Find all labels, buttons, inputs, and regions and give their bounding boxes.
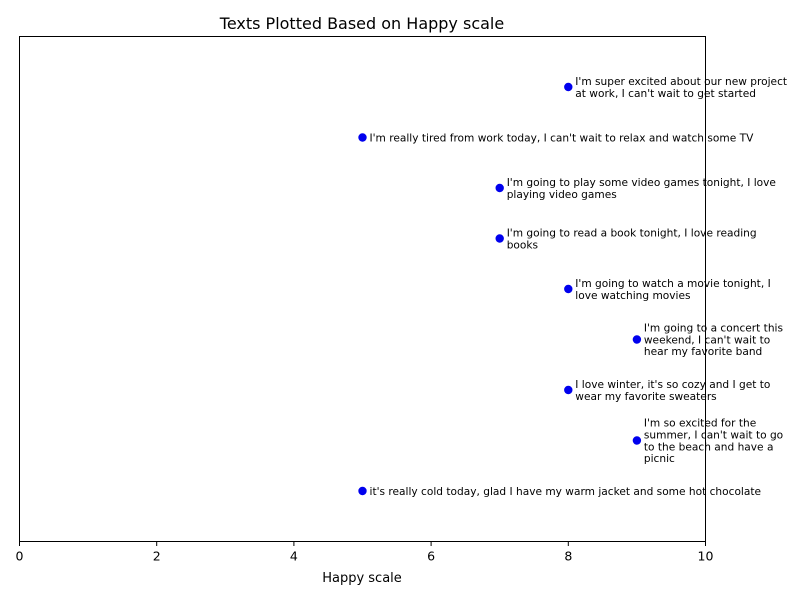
data-points: I'm super excited about our new project a…	[358, 76, 787, 498]
data-point	[564, 385, 573, 395]
annotation-line: I love winter, it's so cozy and I get to	[575, 379, 770, 391]
data-point	[564, 82, 573, 92]
annotation-line: picnic	[644, 453, 675, 465]
data-point	[495, 234, 504, 243]
x-tick-label: 8	[564, 549, 572, 564]
x-axis-label: Happy scale	[322, 571, 402, 586]
annotation-line: I'm going to watch a movie tonight, I	[575, 278, 770, 290]
point-annotation: I'm going to a concert this weekend, I ca…	[644, 322, 783, 358]
annotation-line: playing video games	[507, 189, 617, 201]
point-annotation: I'm going to read a book tonight, I love…	[507, 227, 757, 251]
x-tick-label: 6	[427, 549, 435, 564]
point-annotation: I'm so excited for the summer, I can't wa…	[644, 417, 783, 465]
data-point	[358, 133, 367, 142]
annotation-line: I'm so excited for the	[644, 417, 756, 429]
annotation-line: summer, I can't wait to go	[644, 429, 783, 441]
annotation-line: hear my favorite band	[644, 346, 762, 358]
annotation-line: I'm going to play some video games tonig…	[507, 177, 776, 189]
x-axis: 0 2 4 6 8 10	[16, 541, 714, 564]
point-annotation: I'm really tired from work today, I can'…	[370, 132, 755, 144]
annotation-line: it's really cold today, glad I have my w…	[370, 486, 762, 498]
point-annotation: I'm going to play some video games tonig…	[507, 177, 776, 201]
data-point	[632, 436, 642, 445]
data-point	[564, 284, 573, 294]
annotation-line: I'm going to a concert this	[644, 322, 783, 334]
x-tick-label: 0	[16, 549, 24, 564]
annotation-line: books	[507, 239, 538, 251]
annotation-line: at work, I can't wait to get started	[575, 88, 756, 100]
annotation-line: love watching movies	[575, 290, 690, 302]
annotation-line: wear my favorite sweaters	[575, 391, 716, 403]
data-point	[495, 183, 504, 193]
x-tick-label: 2	[153, 549, 161, 564]
data-point	[632, 335, 642, 344]
annotation-line: I'm really tired from work today, I can'…	[370, 132, 755, 144]
point-annotation: I love winter, it's so cozy and I get to…	[575, 379, 770, 403]
data-point	[358, 486, 367, 496]
annotation-line: I'm going to read a book tonight, I love…	[507, 227, 757, 239]
x-tick-label: 10	[698, 549, 714, 564]
x-tick-label: 4	[290, 549, 298, 564]
point-annotation: it's really cold today, glad I have my w…	[370, 486, 762, 498]
chart-title: Texts Plotted Based on Happy scale	[219, 14, 504, 33]
annotation-line: to the beach and have a	[644, 441, 774, 453]
annotation-line: I'm super excited about our new project	[575, 76, 787, 88]
plot-area	[19, 36, 706, 542]
point-annotation: I'm super excited about our new project a…	[575, 76, 787, 100]
annotation-line: weekend, I can't wait to	[644, 334, 770, 346]
